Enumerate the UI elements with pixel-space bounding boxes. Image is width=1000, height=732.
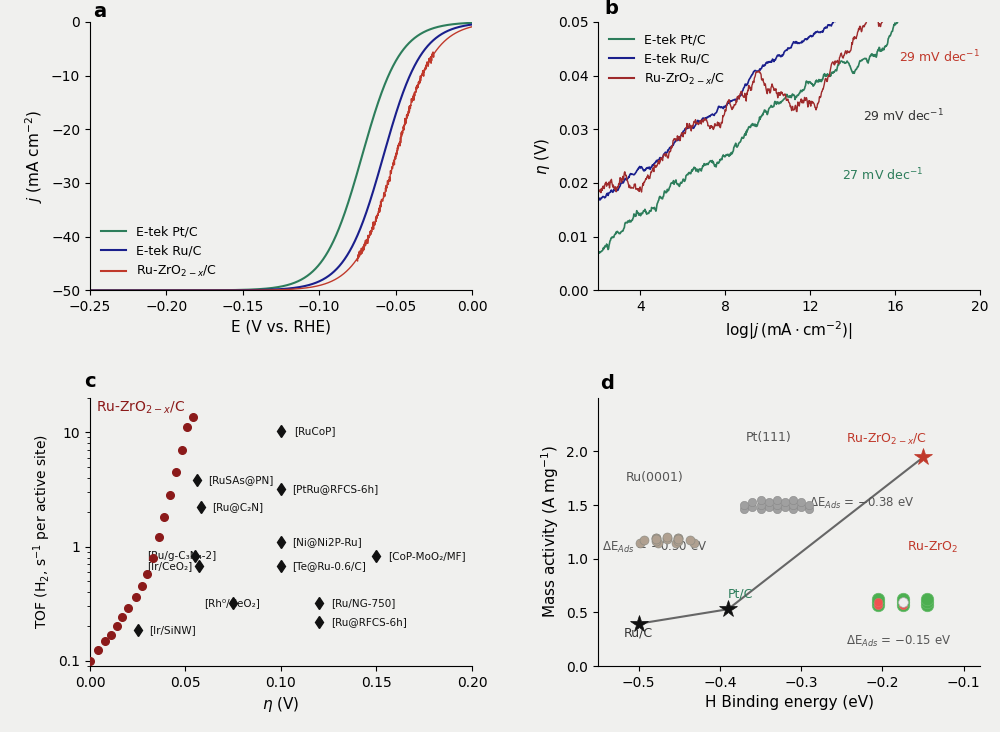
Text: [Ru@RFCS-6h]: [Ru@RFCS-6h]	[331, 617, 407, 627]
Text: [PtRu@RFCS-6h]: [PtRu@RFCS-6h]	[292, 484, 379, 494]
X-axis label: E (V vs. RHE): E (V vs. RHE)	[231, 320, 331, 335]
Text: [RuSAs@PN]: [RuSAs@PN]	[208, 475, 274, 485]
Text: Ru-ZrO$_{2-x}$/C: Ru-ZrO$_{2-x}$/C	[846, 432, 927, 447]
Text: [Rh⁰/CeO₂]: [Rh⁰/CeO₂]	[205, 598, 260, 608]
Text: [Ir/CeO₂]: [Ir/CeO₂]	[147, 561, 193, 571]
Text: Pt(111): Pt(111)	[746, 430, 792, 444]
Text: [Te@Ru-0.6/C]: [Te@Ru-0.6/C]	[292, 561, 366, 571]
X-axis label: $\eta$ (V): $\eta$ (V)	[262, 695, 300, 714]
Text: Ru(0001): Ru(0001)	[626, 471, 684, 485]
Y-axis label: $\eta$ (V): $\eta$ (V)	[533, 138, 552, 175]
Text: 29 mV dec$^{-1}$: 29 mV dec$^{-1}$	[899, 48, 980, 65]
Text: Ru-ZrO$_2$: Ru-ZrO$_2$	[907, 540, 958, 556]
Text: [Ru/g-C₃N₄-2]: [Ru/g-C₃N₄-2]	[147, 551, 217, 561]
Text: c: c	[84, 372, 96, 391]
Text: 27 mV dec$^{-1}$: 27 mV dec$^{-1}$	[842, 167, 923, 183]
Text: a: a	[93, 1, 106, 20]
Text: d: d	[600, 374, 614, 393]
Text: [Ru/NG-750]: [Ru/NG-750]	[331, 598, 395, 608]
Text: [Ni@Ni2P-Ru]: [Ni@Ni2P-Ru]	[292, 537, 362, 547]
Legend: E-tek Pt/C, E-tek Ru/C, Ru-ZrO$_{2-x}$/C: E-tek Pt/C, E-tek Ru/C, Ru-ZrO$_{2-x}$/C	[96, 220, 222, 284]
Text: Ru/C: Ru/C	[624, 626, 653, 639]
Text: [RuCoP]: [RuCoP]	[294, 426, 336, 436]
Y-axis label: Mass activity (A mg$^{-1}$): Mass activity (A mg$^{-1}$)	[539, 446, 561, 619]
Text: ΔE$_{Ads}$ = −0.50 eV: ΔE$_{Ads}$ = −0.50 eV	[602, 540, 707, 556]
Text: Pt/C: Pt/C	[728, 587, 753, 600]
Legend: E-tek Pt/C, E-tek Ru/C, Ru-ZrO$_{2-x}$/C: E-tek Pt/C, E-tek Ru/C, Ru-ZrO$_{2-x}$/C	[604, 29, 730, 92]
Text: 29 mV dec$^{-1}$: 29 mV dec$^{-1}$	[863, 108, 944, 124]
X-axis label: H Binding energy (eV): H Binding energy (eV)	[705, 695, 874, 710]
Text: [Ir/SiNW]: [Ir/SiNW]	[149, 625, 196, 635]
Text: Ru-ZrO$_{2-x}$/C: Ru-ZrO$_{2-x}$/C	[96, 400, 185, 417]
X-axis label: $\log|j\,(\mathrm{mA\cdot cm^{-2}})|$: $\log|j\,(\mathrm{mA\cdot cm^{-2}})|$	[725, 320, 853, 343]
Y-axis label: $j$ (mA cm$^{-2}$): $j$ (mA cm$^{-2}$)	[24, 110, 45, 203]
Text: [CoP-MoO₂/MF]: [CoP-MoO₂/MF]	[388, 551, 466, 561]
Text: ΔE$_{Ads}$ = −0.15 eV: ΔE$_{Ads}$ = −0.15 eV	[846, 634, 951, 649]
Text: [Ru@C₂N]: [Ru@C₂N]	[212, 502, 263, 512]
Text: ΔE$_{Ads}$ = −0.38 eV: ΔE$_{Ads}$ = −0.38 eV	[809, 496, 915, 512]
Y-axis label: TOF (H$_2$, s$^{-1}$ per active site): TOF (H$_2$, s$^{-1}$ per active site)	[31, 434, 53, 630]
Text: b: b	[604, 0, 618, 18]
